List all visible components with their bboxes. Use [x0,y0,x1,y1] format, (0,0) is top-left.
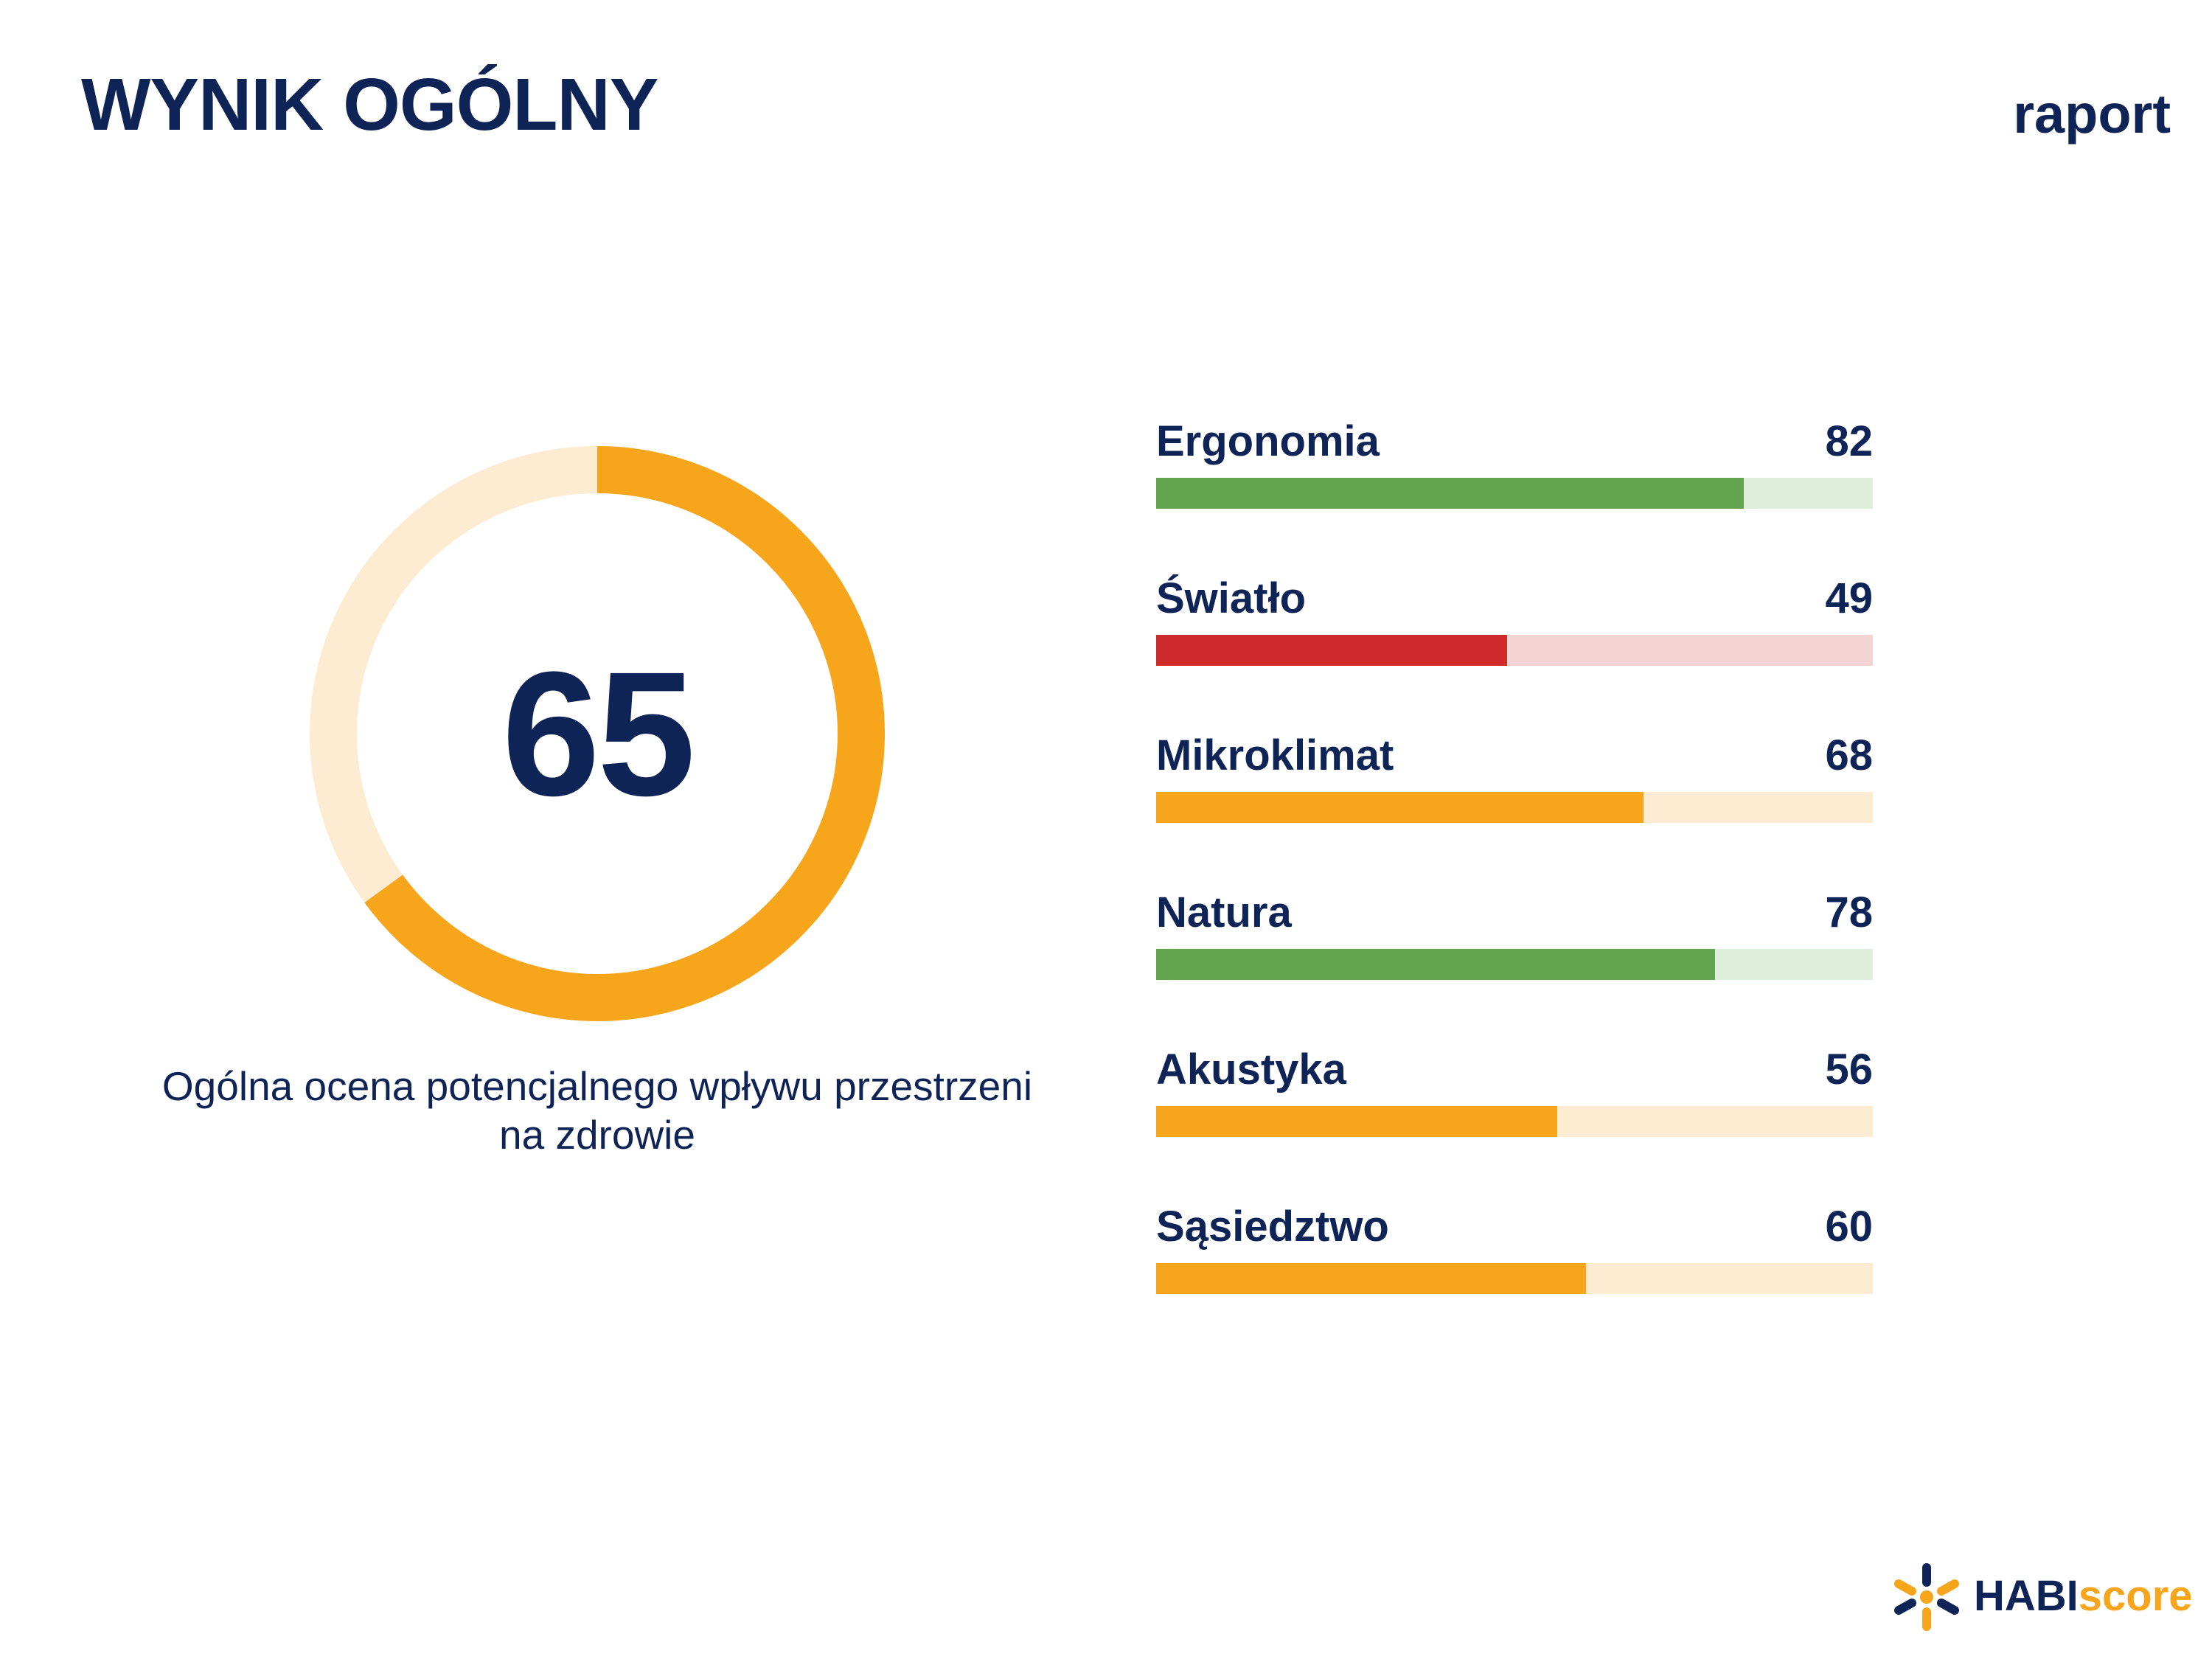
category-score: 68 [1825,731,1873,779]
category-bar-fill [1156,1263,1587,1294]
overall-score-gauge: 65 [310,446,885,1021]
habiscore-logo-text: HABIscore [1974,1575,2193,1618]
category-bar-fill [1156,478,1745,509]
report-label: raport [2013,83,2171,145]
category-bar-fill [1156,792,1644,823]
category-name: Światło [1156,574,1307,622]
category-bar-track [1156,792,1873,823]
category-bar-fill [1156,949,1716,980]
logo-brand-habi: HABI [1974,1572,2079,1620]
category-row: Światło 49 [1156,570,1873,666]
habiscore-logo: HABIscore [1891,1562,2193,1635]
category-name: Ergonomia [1156,417,1380,465]
category-name: Akustyka [1156,1046,1346,1093]
category-row: Ergonomia 82 [1156,413,1873,509]
page-title: WYNIK OGÓLNY [81,63,658,146]
category-name: Natura [1156,888,1292,936]
category-row: Mikroklimat 68 [1156,727,1873,823]
category-score: 78 [1825,888,1873,936]
category-bar-track [1156,949,1873,980]
category-name: Sąsiedztwo [1156,1203,1389,1251]
category-bar-track [1156,1106,1873,1137]
category-row: Natura 78 [1156,884,1873,980]
category-score: 56 [1825,1046,1873,1093]
category-name: Mikroklimat [1156,731,1394,779]
overall-score-caption: Ogólna ocena potencjalnego wpływu przest… [161,1063,1033,1158]
category-bar-fill [1156,635,1508,666]
category-row: Sąsiedztwo 60 [1156,1198,1873,1294]
gauge-ring [310,446,885,1021]
category-score: 82 [1825,417,1873,465]
logo-brand-score: score [2078,1572,2193,1620]
category-bar-track [1156,1263,1873,1294]
category-bar-track [1156,635,1873,666]
category-score: 60 [1825,1203,1873,1251]
category-score: 49 [1825,574,1873,622]
category-bar-track [1156,478,1873,509]
habiscore-logo-icon [1894,1563,1959,1631]
gauge-fill-arc [310,446,885,1021]
category-bar-fill [1156,1106,1558,1137]
overall-score-value: 65 [501,635,696,832]
category-row: Akustyka 56 [1156,1041,1873,1137]
